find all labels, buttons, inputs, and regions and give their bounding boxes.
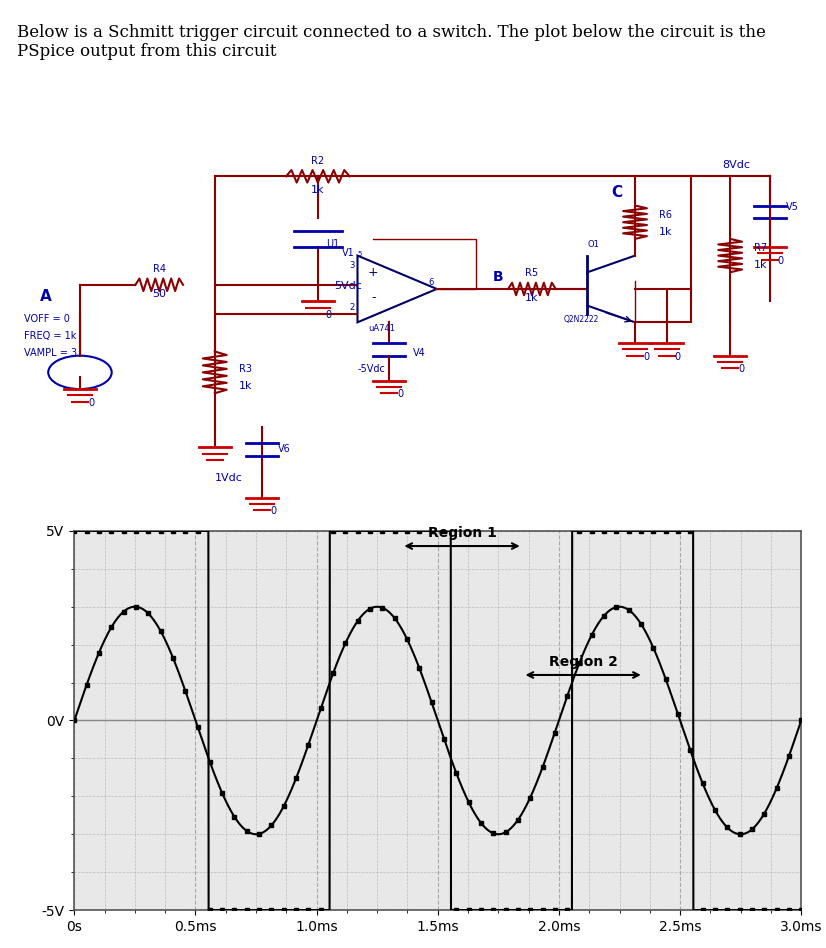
Text: R7: R7 [754,244,767,253]
Text: 0: 0 [270,506,277,517]
Text: +: + [368,266,378,280]
Text: 0: 0 [675,352,681,362]
Text: R5: R5 [525,268,539,279]
Text: -5Vdc: -5Vdc [358,364,386,374]
Text: R6: R6 [659,210,672,220]
Text: 3: 3 [349,261,355,270]
Text: 5Vdc: 5Vdc [334,281,362,291]
Text: VOFF = 0: VOFF = 0 [25,315,70,324]
Text: uA741: uA741 [368,323,395,333]
Text: 1k: 1k [311,185,325,195]
Text: V1: V1 [342,247,354,258]
Text: -: - [371,291,376,304]
Text: R3: R3 [239,364,252,374]
Text: VAMPL = 3: VAMPL = 3 [25,348,78,357]
Text: 0: 0 [643,352,649,362]
Text: FREQ = 1k: FREQ = 1k [25,331,77,341]
Text: V4: V4 [413,348,425,357]
Text: Below is a Schmitt trigger circuit connected to a switch. The plot below the cir: Below is a Schmitt trigger circuit conne… [17,24,766,61]
Text: Q2N2222: Q2N2222 [563,316,599,324]
Text: B: B [492,269,503,283]
Text: 1k: 1k [754,260,767,270]
Text: Region 2: Region 2 [548,655,618,669]
Text: 5: 5 [358,250,362,257]
Text: U1: U1 [325,239,339,249]
Text: 8Vdc: 8Vdc [722,160,750,170]
Text: 0: 0 [778,256,784,266]
Text: R2: R2 [311,155,325,166]
Text: 0: 0 [738,364,744,374]
Text: 0: 0 [88,398,94,408]
Text: Region 1: Region 1 [428,526,496,540]
Text: 1k: 1k [239,381,252,392]
Text: C: C [611,185,622,200]
Text: R4: R4 [153,264,166,274]
Text: 1Vdc: 1Vdc [215,473,243,483]
Text: 6: 6 [429,278,434,287]
Text: 0: 0 [397,390,403,399]
Text: A: A [40,289,52,304]
Text: 50: 50 [152,289,166,300]
Text: V6: V6 [278,444,291,454]
Text: 1k: 1k [525,294,539,303]
Text: 0: 0 [325,310,332,320]
Text: O1: O1 [587,240,600,249]
Text: 2: 2 [349,302,355,312]
Text: V5: V5 [786,202,799,211]
Text: 1k: 1k [659,227,672,237]
